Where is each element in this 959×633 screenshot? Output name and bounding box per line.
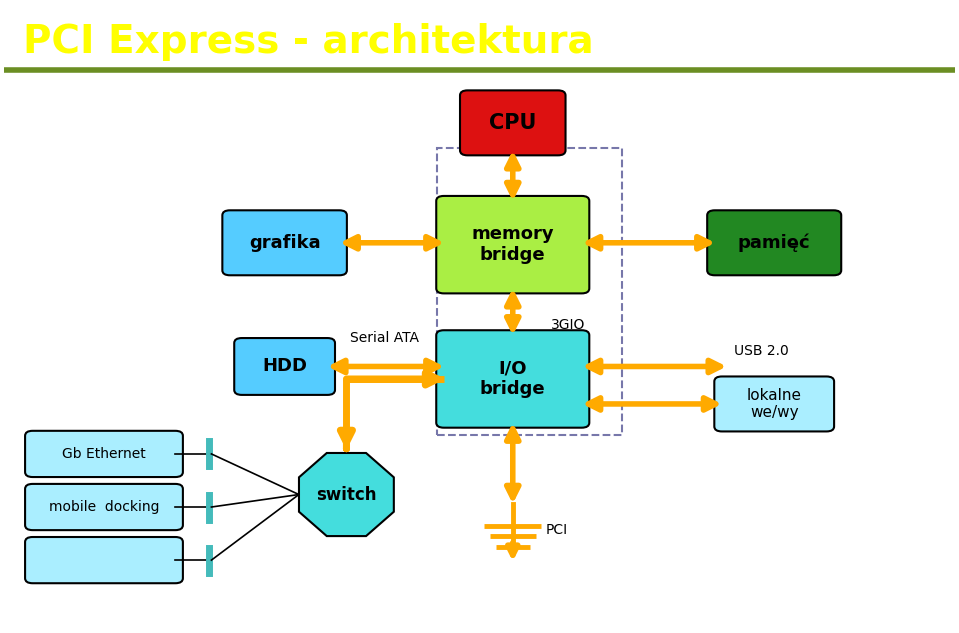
FancyBboxPatch shape (714, 377, 834, 432)
FancyBboxPatch shape (436, 330, 589, 428)
Text: PCI: PCI (546, 523, 568, 537)
Text: mobile  docking: mobile docking (49, 500, 159, 514)
Text: pamięć: pamięć (737, 234, 810, 252)
Text: USB 2.0: USB 2.0 (735, 344, 789, 358)
Polygon shape (299, 453, 394, 536)
FancyBboxPatch shape (25, 537, 183, 583)
FancyBboxPatch shape (234, 338, 335, 395)
Text: grafika: grafika (248, 234, 320, 252)
FancyBboxPatch shape (222, 210, 347, 275)
Text: memory
bridge: memory bridge (472, 225, 554, 264)
FancyBboxPatch shape (25, 484, 183, 530)
Text: HDD: HDD (262, 358, 307, 375)
Text: lokalne
we/wy: lokalne we/wy (747, 388, 802, 420)
FancyBboxPatch shape (707, 210, 841, 275)
Bar (436, 148, 622, 435)
Text: CPU: CPU (489, 113, 536, 133)
FancyBboxPatch shape (436, 196, 589, 293)
Text: I/O
bridge: I/O bridge (480, 360, 546, 398)
Text: PCI Express - architektura: PCI Express - architektura (23, 23, 594, 61)
FancyBboxPatch shape (25, 431, 183, 477)
Text: Serial ATA: Serial ATA (350, 330, 419, 344)
Text: Gb Ethernet: Gb Ethernet (62, 447, 146, 461)
FancyBboxPatch shape (460, 91, 566, 155)
Text: 3GIO: 3GIO (550, 318, 585, 332)
Text: switch: switch (316, 486, 377, 503)
